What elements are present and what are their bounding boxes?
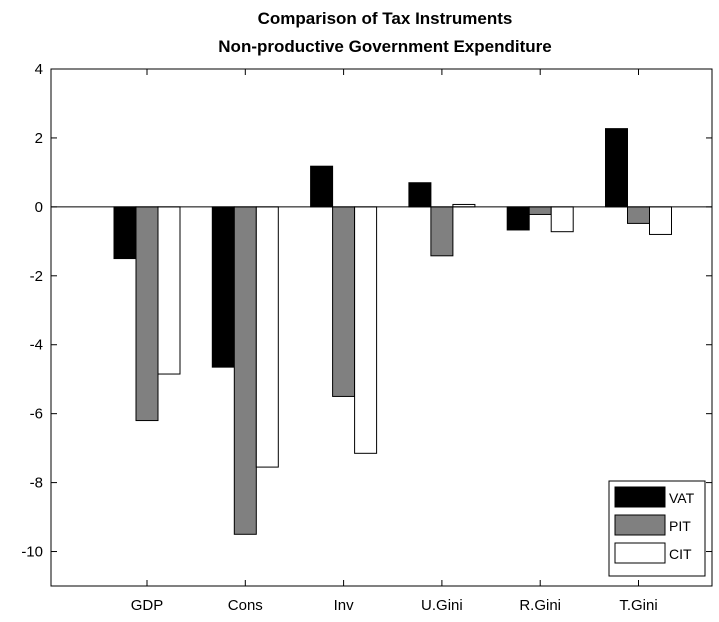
- y-tick-label: -10: [21, 544, 43, 561]
- bar-pit-inv: [332, 206, 356, 397]
- bar-vat-inv: [310, 165, 334, 208]
- bars-group: [113, 128, 672, 535]
- bar-cit-r-gini: [550, 206, 574, 233]
- x-tick-label: GDP: [131, 597, 164, 614]
- bar-vat-cons: [211, 206, 235, 368]
- x-tick-label: U.Gini: [421, 597, 463, 614]
- bar-vat-u-gini: [408, 182, 432, 208]
- bar-vat-r-gini: [506, 206, 530, 231]
- y-tick-label: -8: [30, 475, 43, 492]
- chart-subtitle: Non-productive Government Expenditure: [218, 37, 551, 56]
- bar-cit-cons: [255, 206, 279, 468]
- x-tick-label: Inv: [334, 597, 355, 614]
- bar-cit-inv: [354, 206, 378, 454]
- x-tick-label: R.Gini: [519, 597, 561, 614]
- plot-frame: [50, 68, 713, 587]
- y-tick-label: 4: [35, 61, 43, 78]
- y-tick-label: 0: [35, 199, 43, 216]
- bar-vat-gdp: [113, 206, 137, 260]
- legend-swatch-cit: [614, 542, 666, 564]
- bar-pit-u-gini: [430, 206, 454, 257]
- bar-cit-gdp: [157, 206, 181, 375]
- legend-swatch-pit: [614, 514, 666, 536]
- x-tick-label: T.Gini: [619, 597, 657, 614]
- legend-label-vat: VAT: [669, 490, 695, 506]
- bar-cit-t-gini: [649, 206, 672, 235]
- legend-label-cit: CIT: [669, 546, 692, 562]
- bar-vat-t-gini: [605, 128, 628, 208]
- y-tick-label: -4: [30, 337, 43, 354]
- chart-title: Comparison of Tax Instruments: [258, 9, 513, 28]
- legend-label-pit: PIT: [669, 518, 691, 534]
- bar-pit-gdp: [135, 206, 159, 422]
- legend: VAT PIT CIT: [608, 480, 706, 577]
- bar-pit-cons: [233, 206, 257, 535]
- axes-group: -10 -8 -6 -4 -2 0 2 4 GDP Cons Inv U.Gini R.Gini T.Gi…: [21, 61, 713, 614]
- y-tick-label: -6: [30, 406, 43, 423]
- bar-pit-t-gini: [627, 206, 650, 224]
- y-tick-label: -2: [30, 268, 43, 285]
- bar-pit-r-gini: [528, 206, 552, 215]
- y-tick-label: 2: [35, 130, 43, 147]
- x-tick-label: Cons: [228, 597, 263, 614]
- legend-swatch-vat: [614, 486, 666, 508]
